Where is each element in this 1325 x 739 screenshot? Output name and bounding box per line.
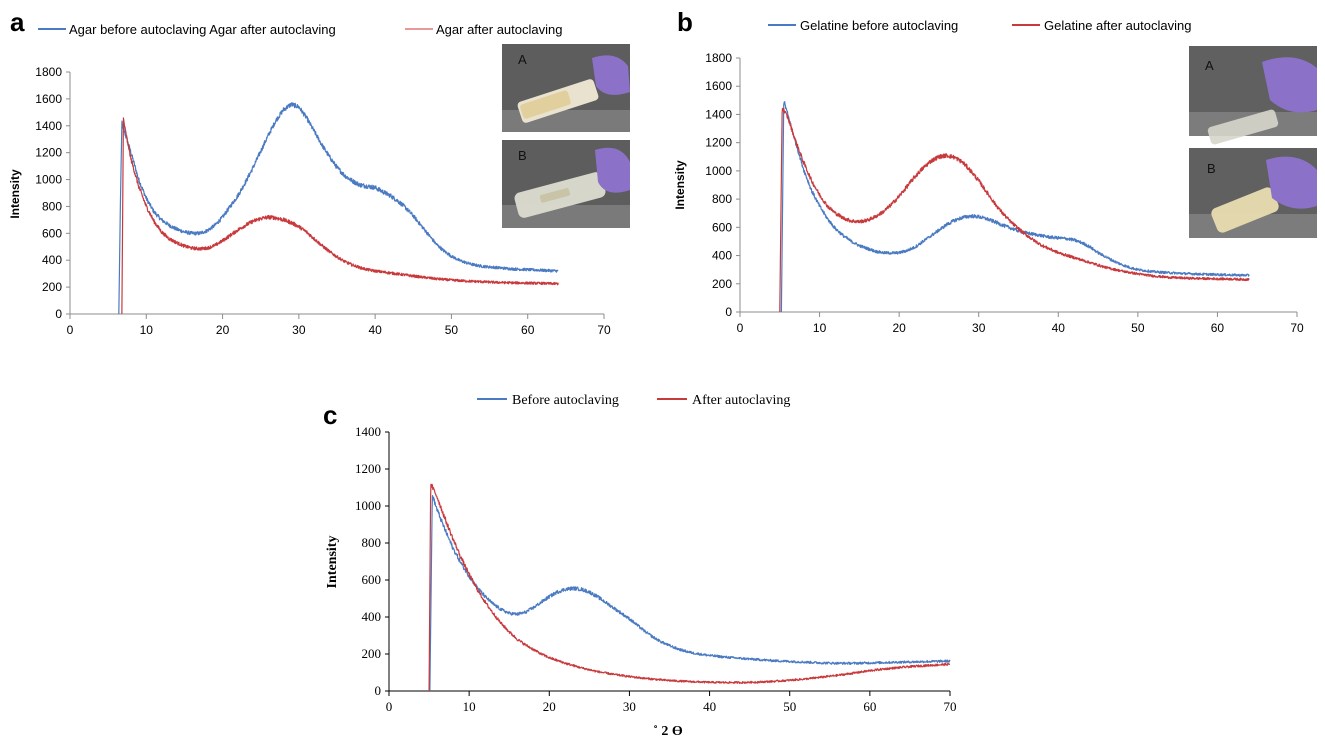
- panel-b-x-tick-label: 60: [1211, 321, 1225, 335]
- panel-a-x-tick-label: 10: [140, 323, 154, 337]
- panel-c-y-ticks: 0 200 400 600 800 1000 1200 1400: [355, 424, 389, 698]
- panel-c-x-tick-label: 30: [623, 699, 636, 714]
- panel-a-y-tick-label: 400: [42, 253, 62, 267]
- panel-a-y-tick-label: 1600: [35, 92, 62, 106]
- panel-c-legend-series-1: Before autoclaving: [512, 393, 619, 408]
- panel-a: a Agar before autoclaving Agar after aut…: [8, 7, 630, 337]
- panel-a-y-tick-label: 0: [55, 307, 62, 321]
- panel-b-series: [779, 101, 1250, 313]
- panel-b-x-tick-label: 0: [737, 321, 744, 335]
- panel-a-series: [118, 102, 559, 315]
- panel-a-series-line-2: [121, 117, 559, 315]
- panel-c-y-tick-label: 200: [362, 646, 382, 661]
- panel-c-y-tick-label: 800: [362, 535, 382, 550]
- panel-b-x-tick-label: 20: [892, 321, 906, 335]
- panel-b-x-tick-label: 30: [972, 321, 986, 335]
- panel-a-x-tick-label: 40: [368, 323, 382, 337]
- panel-b: b Gelatine before autoclaving Gelatine a…: [673, 7, 1317, 335]
- panel-c-series: [428, 483, 951, 692]
- panel-a-letter: a: [10, 7, 25, 37]
- panel-c-y-tick-label: 0: [375, 683, 382, 698]
- panel-c-x-tick-label: 60: [863, 699, 876, 714]
- panel-b-inset-photo-b: B: [1189, 148, 1317, 238]
- panel-c-series-line-1: [429, 494, 951, 692]
- panel-c: c Before autoclaving After autoclaving I…: [323, 393, 957, 739]
- panel-b-legend-series-1: Gelatine before autoclaving: [800, 18, 958, 33]
- panel-b-x-tick-label: 70: [1290, 321, 1304, 335]
- panel-a-y-tick-label: 800: [42, 199, 62, 213]
- panel-b-y-tick-label: 1800: [705, 51, 732, 65]
- panel-b-inset-photo-a: A: [1189, 46, 1317, 145]
- panel-a-inset-photo-b: B: [502, 140, 630, 228]
- panel-a-y-tick-label: 1200: [35, 146, 62, 160]
- panel-a-inset-b-label: B: [518, 148, 527, 163]
- panel-c-x-tick-label: 10: [463, 699, 476, 714]
- panel-a-x-tick-label: 50: [445, 323, 459, 337]
- panel-b-y-tick-label: 1200: [705, 136, 732, 150]
- panel-b-y-tick-label: 600: [712, 220, 732, 234]
- panel-b-series-line-1: [780, 101, 1250, 313]
- panel-c-x-tick-label: 70: [944, 699, 957, 714]
- panel-b-y-ticks: 0 200 400 600 800 1000 1200 1400 1600 1800: [705, 51, 740, 319]
- panel-a-x-tick-label: 30: [292, 323, 306, 337]
- panel-b-y-tick-label: 400: [712, 249, 732, 263]
- panel-b-x-tick-label: 10: [813, 321, 827, 335]
- panel-a-y-tick-label: 600: [42, 226, 62, 240]
- panel-a-y-tick-label: 1400: [35, 119, 62, 133]
- panel-c-y-tick-label: 1000: [355, 498, 381, 513]
- panel-c-series-line-2: [428, 483, 951, 692]
- panel-a-x-ticks: 0 10 20 30 40 50 60 70: [67, 314, 611, 337]
- panel-b-ylabel: Intensity: [673, 160, 687, 210]
- panel-c-y-tick-label: 1400: [355, 424, 381, 439]
- panel-b-x-tick-label: 40: [1052, 321, 1066, 335]
- panel-a-legend-series-1: Agar before autoclaving Agar after autoc…: [69, 22, 336, 37]
- panel-a-y-tick-label: 200: [42, 280, 62, 294]
- panel-c-x-tick-label: 0: [386, 699, 393, 714]
- panel-c-x-tick-label: 40: [703, 699, 716, 714]
- panel-c-x-tick-label: 20: [543, 699, 556, 714]
- panel-b-x-tick-label: 50: [1131, 321, 1145, 335]
- panel-a-y-tick-label: 1800: [35, 65, 62, 79]
- panel-a-y-ticks: 0 200 400 600 800 1000 1200 1400 1600 1800: [35, 65, 70, 321]
- panel-b-y-tick-label: 1000: [705, 164, 732, 178]
- panel-a-inset-photo-a: A: [502, 44, 630, 132]
- panel-b-y-tick-label: 1600: [705, 79, 732, 93]
- panel-a-x-tick-label: 0: [67, 323, 74, 337]
- panel-c-ylabel: Intensity: [325, 536, 340, 589]
- panel-c-x-tick-label: 50: [783, 699, 796, 714]
- panel-b-y-tick-label: 200: [712, 277, 732, 291]
- panel-c-y-tick-label: 400: [362, 609, 382, 624]
- panel-c-x-ticks: 0 10 20 30 40 50 60 70: [386, 691, 957, 714]
- panel-c-y-tick-label: 600: [362, 572, 382, 587]
- panel-b-inset-a-label: A: [1205, 58, 1214, 73]
- panel-a-series-line-1: [118, 102, 559, 315]
- panel-b-legend-series-2: Gelatine after autoclaving: [1044, 18, 1191, 33]
- panel-b-x-ticks: 0 10 20 30 40 50 60 70: [737, 312, 1304, 335]
- panel-a-x-tick-label: 20: [216, 323, 230, 337]
- panel-b-y-tick-label: 800: [712, 192, 732, 206]
- panel-a-x-tick-label: 70: [597, 323, 611, 337]
- panel-b-letter: b: [677, 7, 693, 37]
- panel-b-y-tick-label: 1400: [705, 107, 732, 121]
- panel-a-legend-series-2: Agar after autoclaving: [436, 22, 562, 37]
- panel-b-y-tick-label: 0: [725, 305, 732, 319]
- panel-b-inset-b-label: B: [1207, 161, 1216, 176]
- panel-b-series-line-2: [779, 107, 1250, 313]
- panel-c-letter: c: [323, 400, 337, 430]
- panel-a-y-tick-label: 1000: [35, 173, 62, 187]
- panel-c-y-tick-label: 1200: [355, 461, 381, 476]
- panel-a-inset-a-label: A: [518, 52, 527, 67]
- panel-c-legend-series-2: After autoclaving: [692, 393, 790, 408]
- panel-a-x-tick-label: 60: [521, 323, 535, 337]
- panel-c-xlabel: ˚ 2 Ө: [653, 724, 683, 739]
- panel-a-ylabel: Intensity: [8, 169, 22, 219]
